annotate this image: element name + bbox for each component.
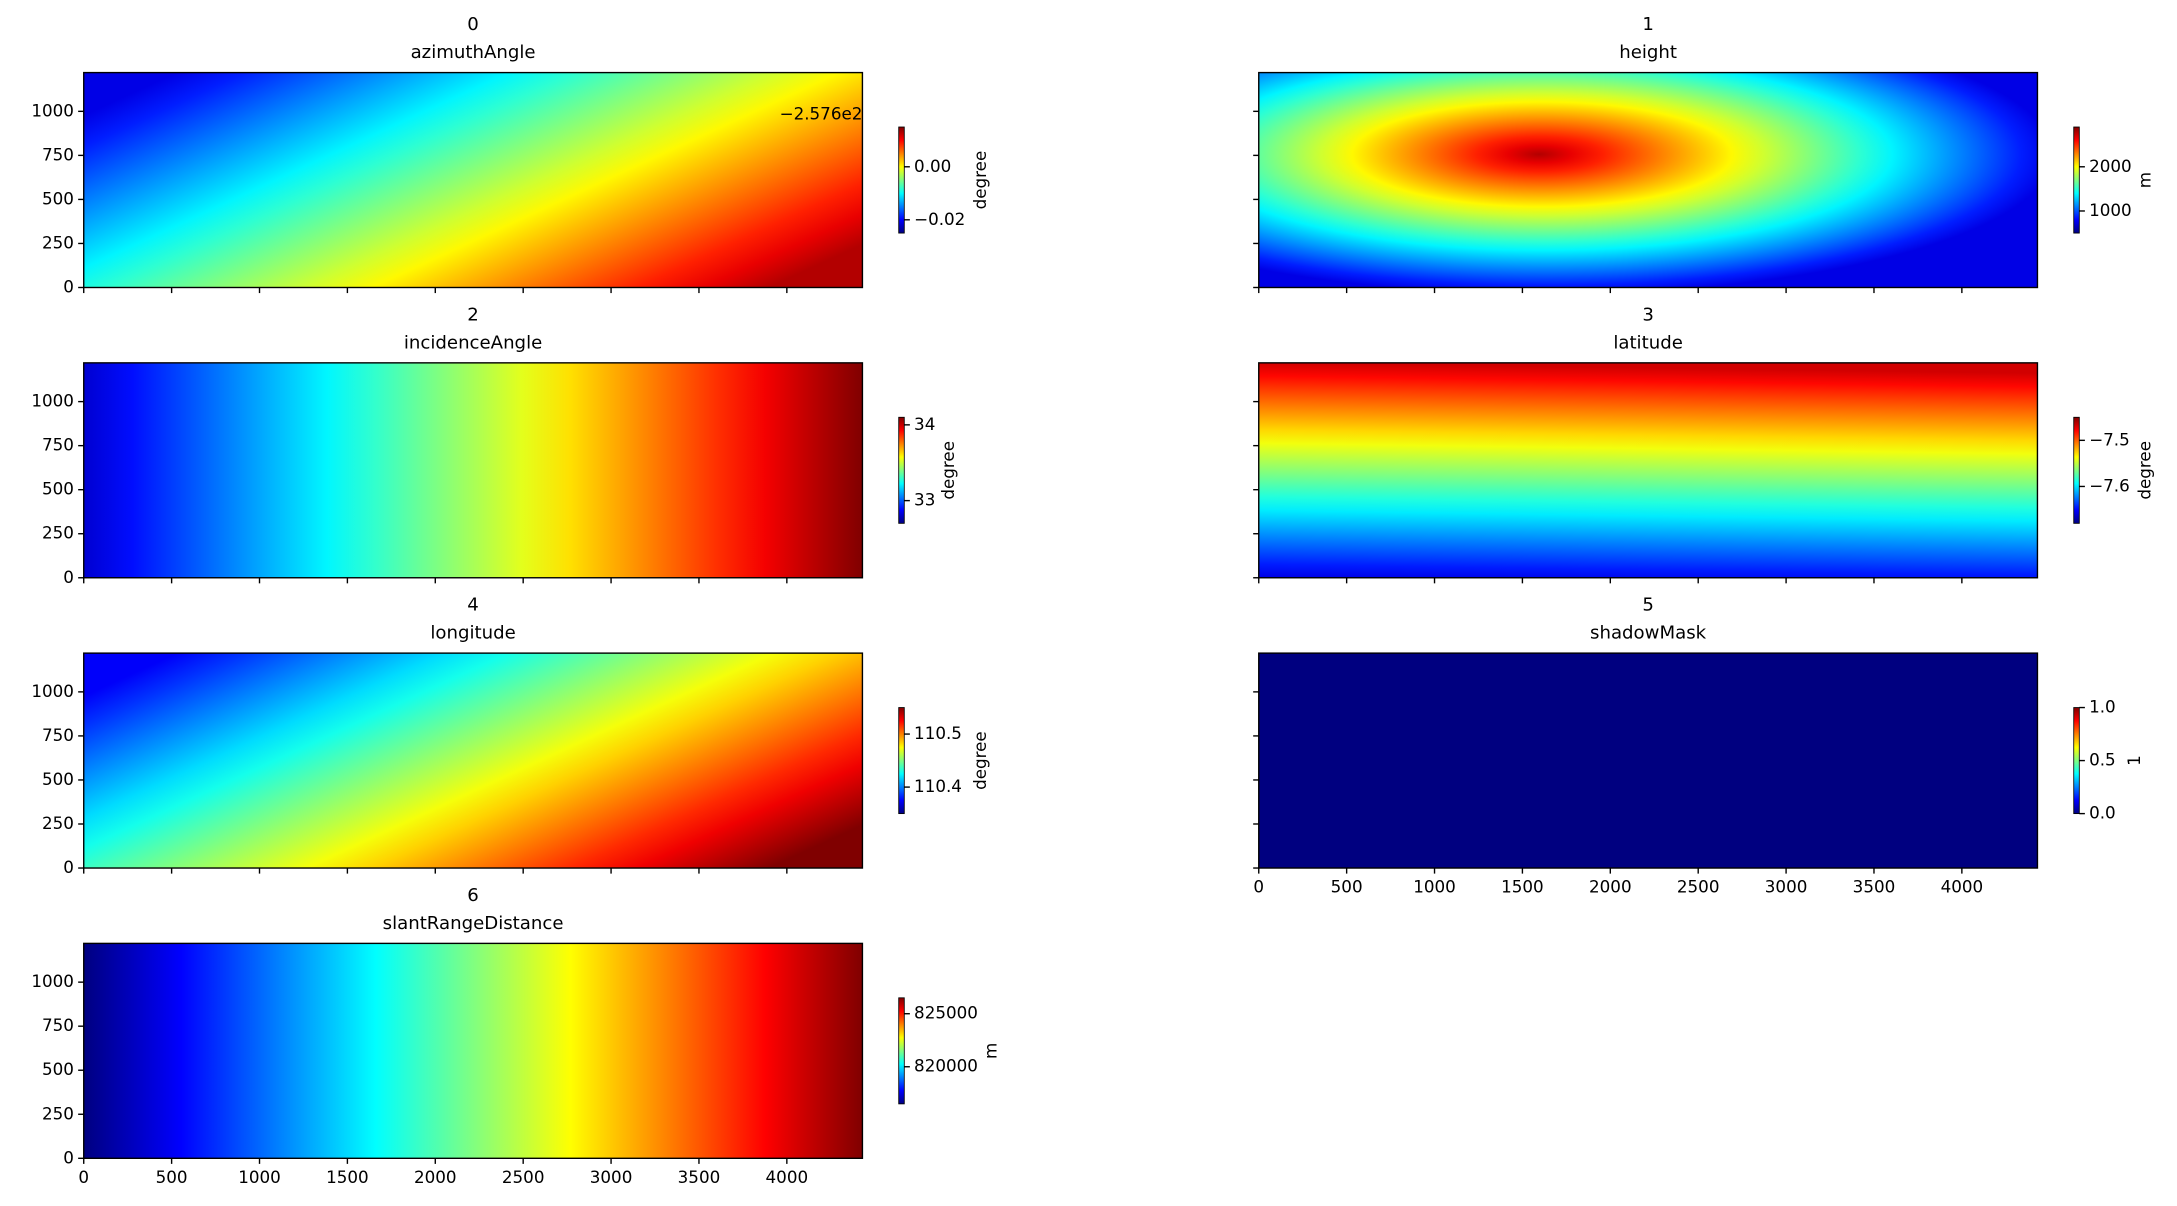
heatmap-image	[1258, 72, 2038, 288]
colorbar-tick-label: 825000	[914, 1003, 978, 1023]
x-tick-label: 2000	[414, 1167, 457, 1187]
y-tick-label: 250	[42, 523, 74, 543]
x-tick-label: 500	[1331, 877, 1363, 897]
colorbar-tick-label: 110.5	[914, 723, 962, 743]
colorbar-label: degree	[938, 441, 958, 500]
y-tick-label: 1000	[31, 681, 74, 701]
panel-number: 4	[467, 595, 479, 616]
axes-frame	[1258, 71, 2039, 289]
axes-frame	[1258, 362, 2039, 579]
colorbar-tick-label: 33	[914, 490, 935, 510]
panel-title: slantRangeDistance	[383, 913, 564, 934]
y-tick-label: 750	[42, 725, 74, 745]
heatmap-image	[83, 943, 863, 1159]
x-tick-label: 3500	[678, 1167, 721, 1187]
colorbar-label: degree	[2134, 441, 2154, 500]
x-tick-label: 2500	[1677, 877, 1720, 897]
colorbar	[898, 416, 905, 524]
colorbar-tick-label: 0.00	[914, 156, 951, 176]
colorbar-label: 1	[2124, 755, 2144, 766]
x-tick-label: 1000	[1413, 877, 1456, 897]
heatmap-image	[83, 653, 863, 869]
y-tick-label: 1000	[31, 971, 74, 991]
x-tick-label: 3500	[1853, 877, 1896, 897]
axes-frame	[83, 942, 864, 1159]
x-tick-label: 4000	[1941, 877, 1984, 897]
axes-frame	[1258, 652, 2039, 869]
panel-number: 2	[467, 304, 479, 325]
colorbar-label: m	[981, 1043, 1001, 1059]
colorbar-tick-label: 0.0	[2089, 803, 2116, 823]
colorbar	[898, 126, 905, 234]
offset-text: −2.576e2	[780, 103, 863, 123]
colorbar	[2073, 707, 2080, 815]
colorbar-tick-label: 0.5	[2089, 750, 2116, 770]
colorbar-label: m	[2134, 172, 2154, 188]
heatmap-image	[83, 72, 863, 288]
y-tick-label: 500	[42, 188, 74, 208]
y-tick-label: 750	[42, 144, 74, 164]
colorbar-tick-label: −7.6	[2089, 475, 2130, 495]
axes-frame	[83, 652, 864, 869]
colorbar-tick-label: 1.0	[2089, 697, 2116, 717]
colorbar	[898, 997, 905, 1105]
x-tick-label: 3000	[1765, 877, 1808, 897]
colorbar-tick-label: 820000	[914, 1056, 978, 1076]
panel-number: 5	[1642, 595, 1654, 616]
y-tick-label: 0	[63, 857, 74, 877]
heatmap-image	[1258, 362, 2038, 578]
colorbar	[898, 707, 905, 815]
y-tick-label: 750	[42, 1015, 74, 1035]
x-tick-label: 2000	[1589, 877, 1632, 897]
axes-frame	[83, 362, 864, 579]
colorbar	[2073, 416, 2080, 524]
colorbar-label: degree	[970, 731, 990, 790]
y-tick-label: 500	[42, 769, 74, 789]
colorbar-label: degree	[970, 151, 990, 210]
y-tick-label: 250	[42, 232, 74, 252]
x-tick-label: 0	[78, 1167, 89, 1187]
heatmap-image	[1258, 653, 2038, 869]
panel-number: 1	[1642, 14, 1654, 35]
x-tick-label: 1500	[326, 1167, 369, 1187]
panel-title: longitude	[430, 623, 515, 644]
y-tick-label: 750	[42, 435, 74, 455]
colorbar-tick-label: 34	[914, 414, 935, 434]
colorbar-tick-label: 1000	[2089, 200, 2132, 220]
x-tick-label: 500	[156, 1167, 188, 1187]
colorbar-tick-label: −0.02	[914, 209, 965, 229]
y-tick-label: 1000	[31, 391, 74, 411]
panel-title: azimuthAngle	[411, 42, 536, 63]
colorbar	[2073, 126, 2080, 234]
panel-title: height	[1619, 42, 1677, 63]
colorbar-tick-label: 110.4	[914, 776, 962, 796]
panel-title: latitude	[1613, 332, 1683, 353]
x-tick-label: 1500	[1501, 877, 1544, 897]
panel-number: 3	[1642, 304, 1654, 325]
y-tick-label: 500	[42, 479, 74, 499]
y-tick-label: 250	[42, 1103, 74, 1123]
x-tick-label: 4000	[766, 1167, 809, 1187]
panel-number: 6	[467, 885, 479, 906]
colorbar-tick-label: 2000	[2089, 156, 2132, 176]
panel-title: shadowMask	[1590, 623, 1707, 644]
axes-frame	[83, 71, 864, 289]
heatmap-image	[83, 362, 863, 578]
x-tick-label: 3000	[590, 1167, 633, 1187]
y-tick-label: 0	[63, 1147, 74, 1167]
y-tick-label: 0	[63, 567, 74, 587]
x-tick-label: 0	[1253, 877, 1264, 897]
panel-title: incidenceAngle	[404, 332, 542, 353]
y-tick-label: 1000	[31, 100, 74, 120]
y-tick-label: 250	[42, 813, 74, 833]
x-tick-label: 1000	[238, 1167, 281, 1187]
panel-number: 0	[467, 14, 479, 35]
x-tick-label: 2500	[502, 1167, 545, 1187]
colorbar-tick-label: −7.5	[2089, 429, 2130, 449]
y-tick-label: 500	[42, 1059, 74, 1079]
y-tick-label: 0	[63, 276, 74, 296]
